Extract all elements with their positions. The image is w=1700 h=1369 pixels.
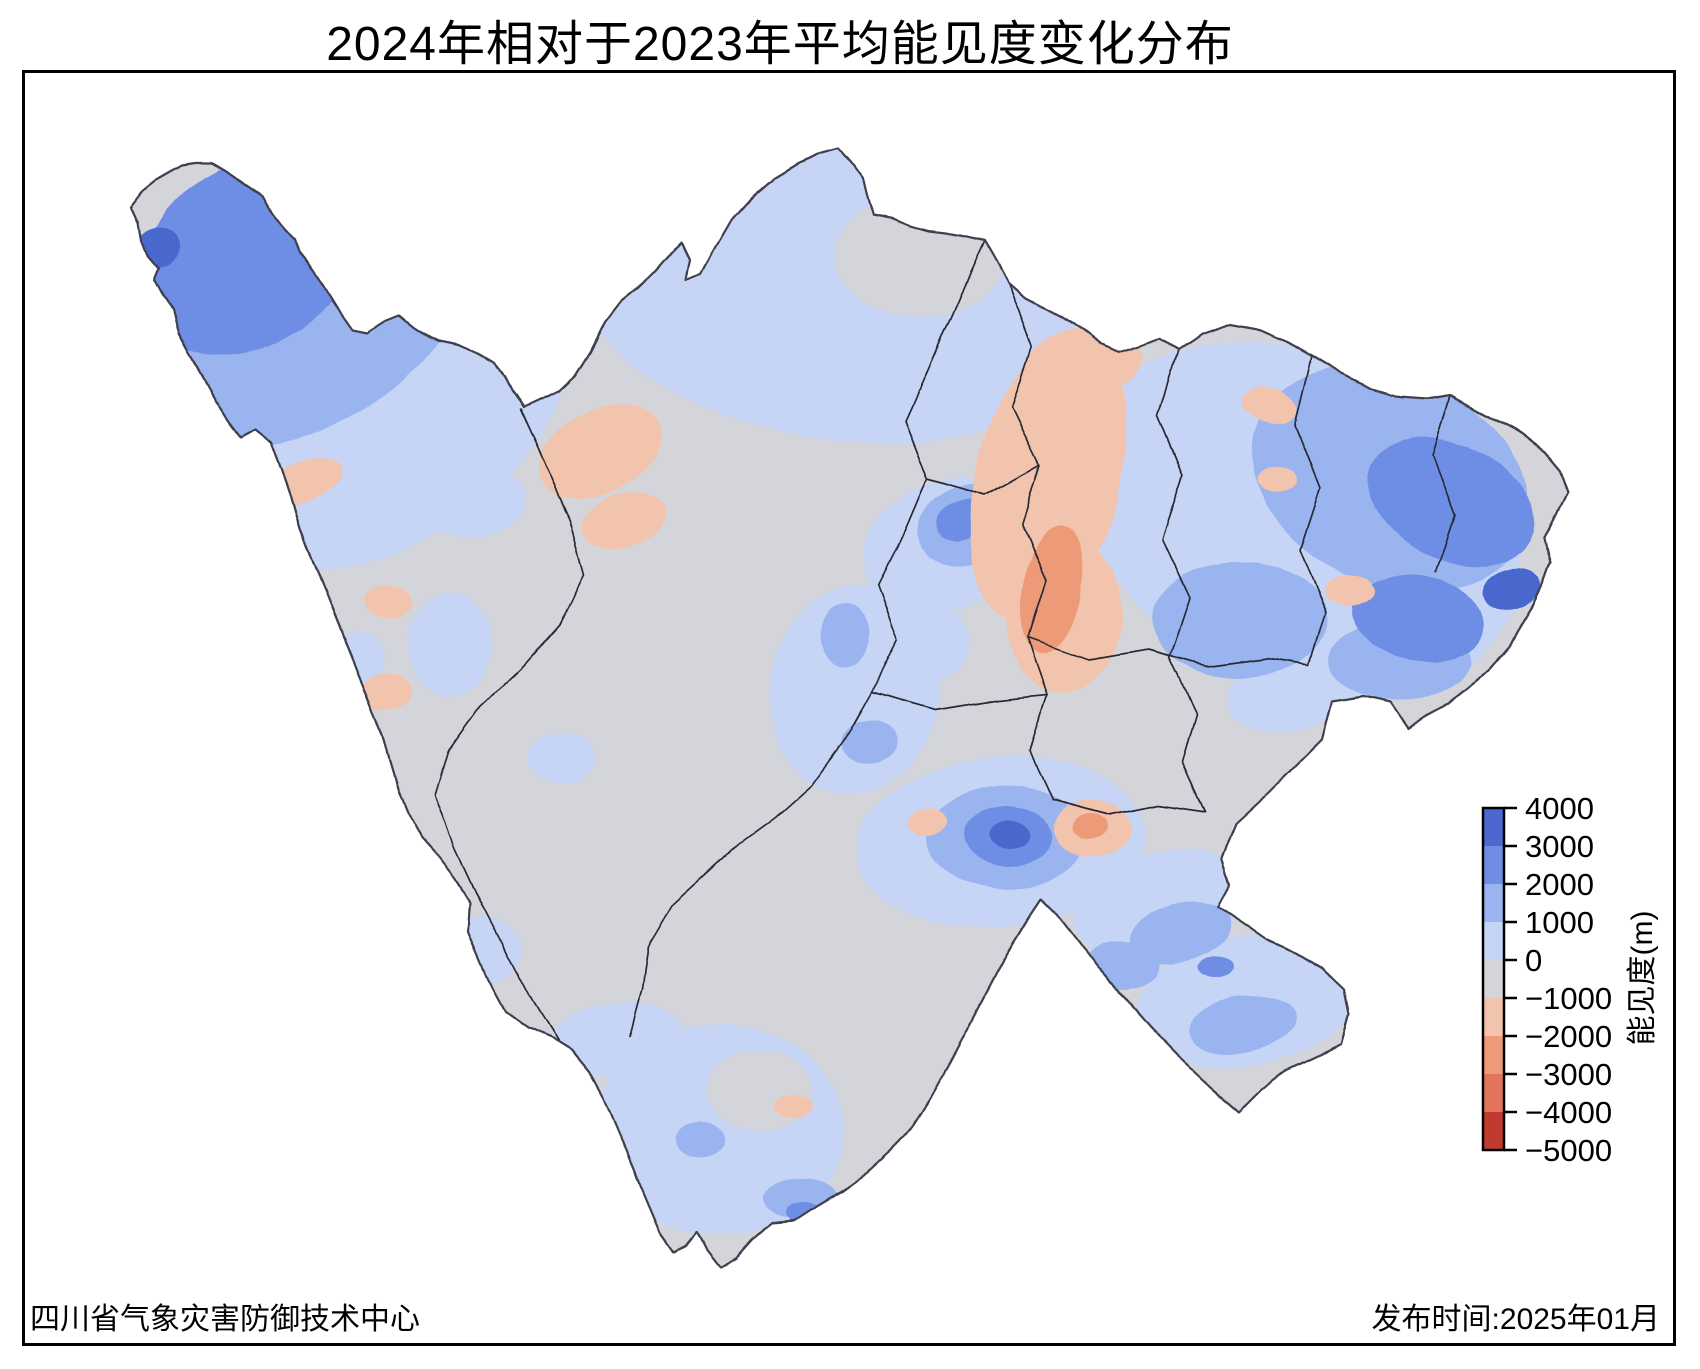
map-region — [360, 674, 412, 710]
map-region — [908, 808, 948, 836]
map-region — [989, 820, 1031, 848]
map-region — [842, 720, 898, 764]
map-region — [1352, 575, 1484, 661]
colorbar-band — [1483, 998, 1504, 1036]
map-region — [300, 824, 364, 912]
colorbar-tick-label: −2000 — [1525, 1019, 1612, 1054]
map-region — [1187, 995, 1297, 1055]
colorbar-band — [1483, 960, 1504, 998]
map-region — [708, 1050, 812, 1130]
map-region — [1257, 467, 1297, 493]
colorbar-tick-label: −4000 — [1525, 1095, 1612, 1130]
map-region — [1368, 437, 1536, 567]
colorbar-outline — [1481, 806, 1506, 1152]
colorbar-ticks — [1504, 806, 1517, 1152]
figure-title: 2024年相对于2023年平均能见度变化分布 — [326, 18, 1234, 71]
colorbar-band — [1483, 1112, 1504, 1150]
plot-frame — [22, 70, 1676, 1346]
colorbar-tick-label: −1000 — [1525, 981, 1612, 1016]
province-group — [128, 146, 1570, 1270]
map-region — [1084, 942, 1160, 990]
colorbar-band — [1483, 846, 1504, 884]
footer-publish-time: 发布时间:2025年01月 — [1371, 1303, 1660, 1336]
map-region — [1324, 910, 1342, 934]
colorbar-tick-label: 3000 — [1525, 829, 1594, 864]
map-region — [1073, 814, 1107, 838]
colorbar-tick-label: −5000 — [1525, 1133, 1612, 1168]
map-region — [438, 917, 522, 983]
map-region — [772, 1093, 812, 1117]
province-outline — [128, 146, 1570, 1270]
map-region — [366, 586, 414, 618]
colorbar-tick-label: 2000 — [1525, 867, 1594, 902]
map-region — [537, 404, 663, 500]
colorbar: 4000 3000 2000 1000 0 −1000 −2000 −3000 … — [1481, 791, 1659, 1168]
map-region — [1198, 957, 1234, 979]
footer-organization: 四川省气象灾害防御技术中心 — [30, 1303, 420, 1336]
map-region — [528, 732, 596, 784]
colorbar-tick-label: 1000 — [1525, 905, 1594, 940]
map-region — [1310, 889, 1350, 941]
colorbar-axis-label: 能见度(m) — [1626, 911, 1659, 1046]
colorbar-band — [1483, 922, 1504, 960]
map-region — [1482, 569, 1542, 611]
map-region — [1129, 900, 1231, 964]
map-region — [821, 603, 869, 667]
colorbar-tick-label: 4000 — [1525, 791, 1594, 826]
colorbar-band — [1483, 1036, 1504, 1074]
colorbar-band — [1483, 1074, 1504, 1112]
map-region — [1242, 387, 1298, 423]
colorbar-tick-label: −3000 — [1525, 1057, 1612, 1092]
map-region — [1324, 575, 1376, 605]
colorbar-tick-label: 0 — [1525, 943, 1542, 978]
map-region — [674, 1122, 726, 1158]
map-region — [581, 492, 669, 548]
colorbar-band — [1483, 808, 1504, 846]
colorbar-band — [1483, 884, 1504, 922]
map-region — [408, 593, 492, 697]
map-region — [415, 462, 525, 538]
map-region — [1152, 562, 1328, 678]
district-boundaries — [434, 240, 1456, 1043]
